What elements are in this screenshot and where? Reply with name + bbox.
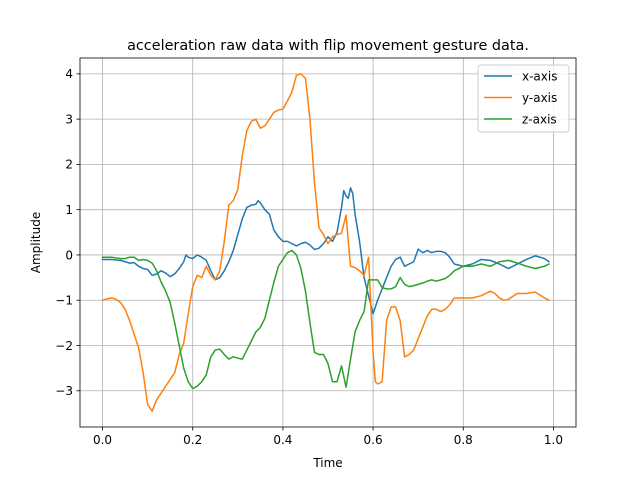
y-tick-label: −1 xyxy=(55,294,73,308)
legend-items: x-axis y-axis z-axis xyxy=(484,69,557,126)
series-line-y-axis xyxy=(101,73,550,412)
series-layer xyxy=(101,73,550,412)
x-tick-label: 1.0 xyxy=(544,433,563,447)
series-line-z-axis xyxy=(101,249,550,390)
series-line-x-axis xyxy=(101,187,550,315)
plot-frame xyxy=(79,57,577,428)
x-tick-label: 0.8 xyxy=(454,433,473,447)
chart-title: acceleration raw data with flip movement… xyxy=(127,38,529,54)
y-tick-label: 2 xyxy=(65,158,73,172)
y-tick-label: 3 xyxy=(65,112,73,126)
x-tick-label: 0.6 xyxy=(364,433,383,447)
legend-box xyxy=(477,64,570,133)
y-axis-ticks: −3 −2 −1 0 1 2 3 4 xyxy=(55,67,80,398)
x-axis-label: Time xyxy=(312,456,342,470)
y-tick-label: 0 xyxy=(65,248,73,262)
y-tick-label: −3 xyxy=(55,384,73,398)
y-tick-label: −2 xyxy=(55,339,73,353)
x-tick-label: 0.4 xyxy=(273,433,292,447)
y-tick-label: 1 xyxy=(65,203,73,217)
y-axis-label: Amplitude xyxy=(29,212,43,274)
y-tick-label: 4 xyxy=(65,67,73,81)
legend-label: y-axis xyxy=(522,91,557,105)
legend-label: z-axis xyxy=(522,112,557,126)
x-axis-ticks: 0.0 0.2 0.4 0.6 0.8 1.0 xyxy=(93,427,563,447)
x-tick-label: 0.0 xyxy=(93,433,112,447)
legend: x-axis y-axis z-axis xyxy=(477,64,570,133)
x-tick-label: 0.2 xyxy=(183,433,202,447)
legend-label: x-axis xyxy=(522,69,557,83)
